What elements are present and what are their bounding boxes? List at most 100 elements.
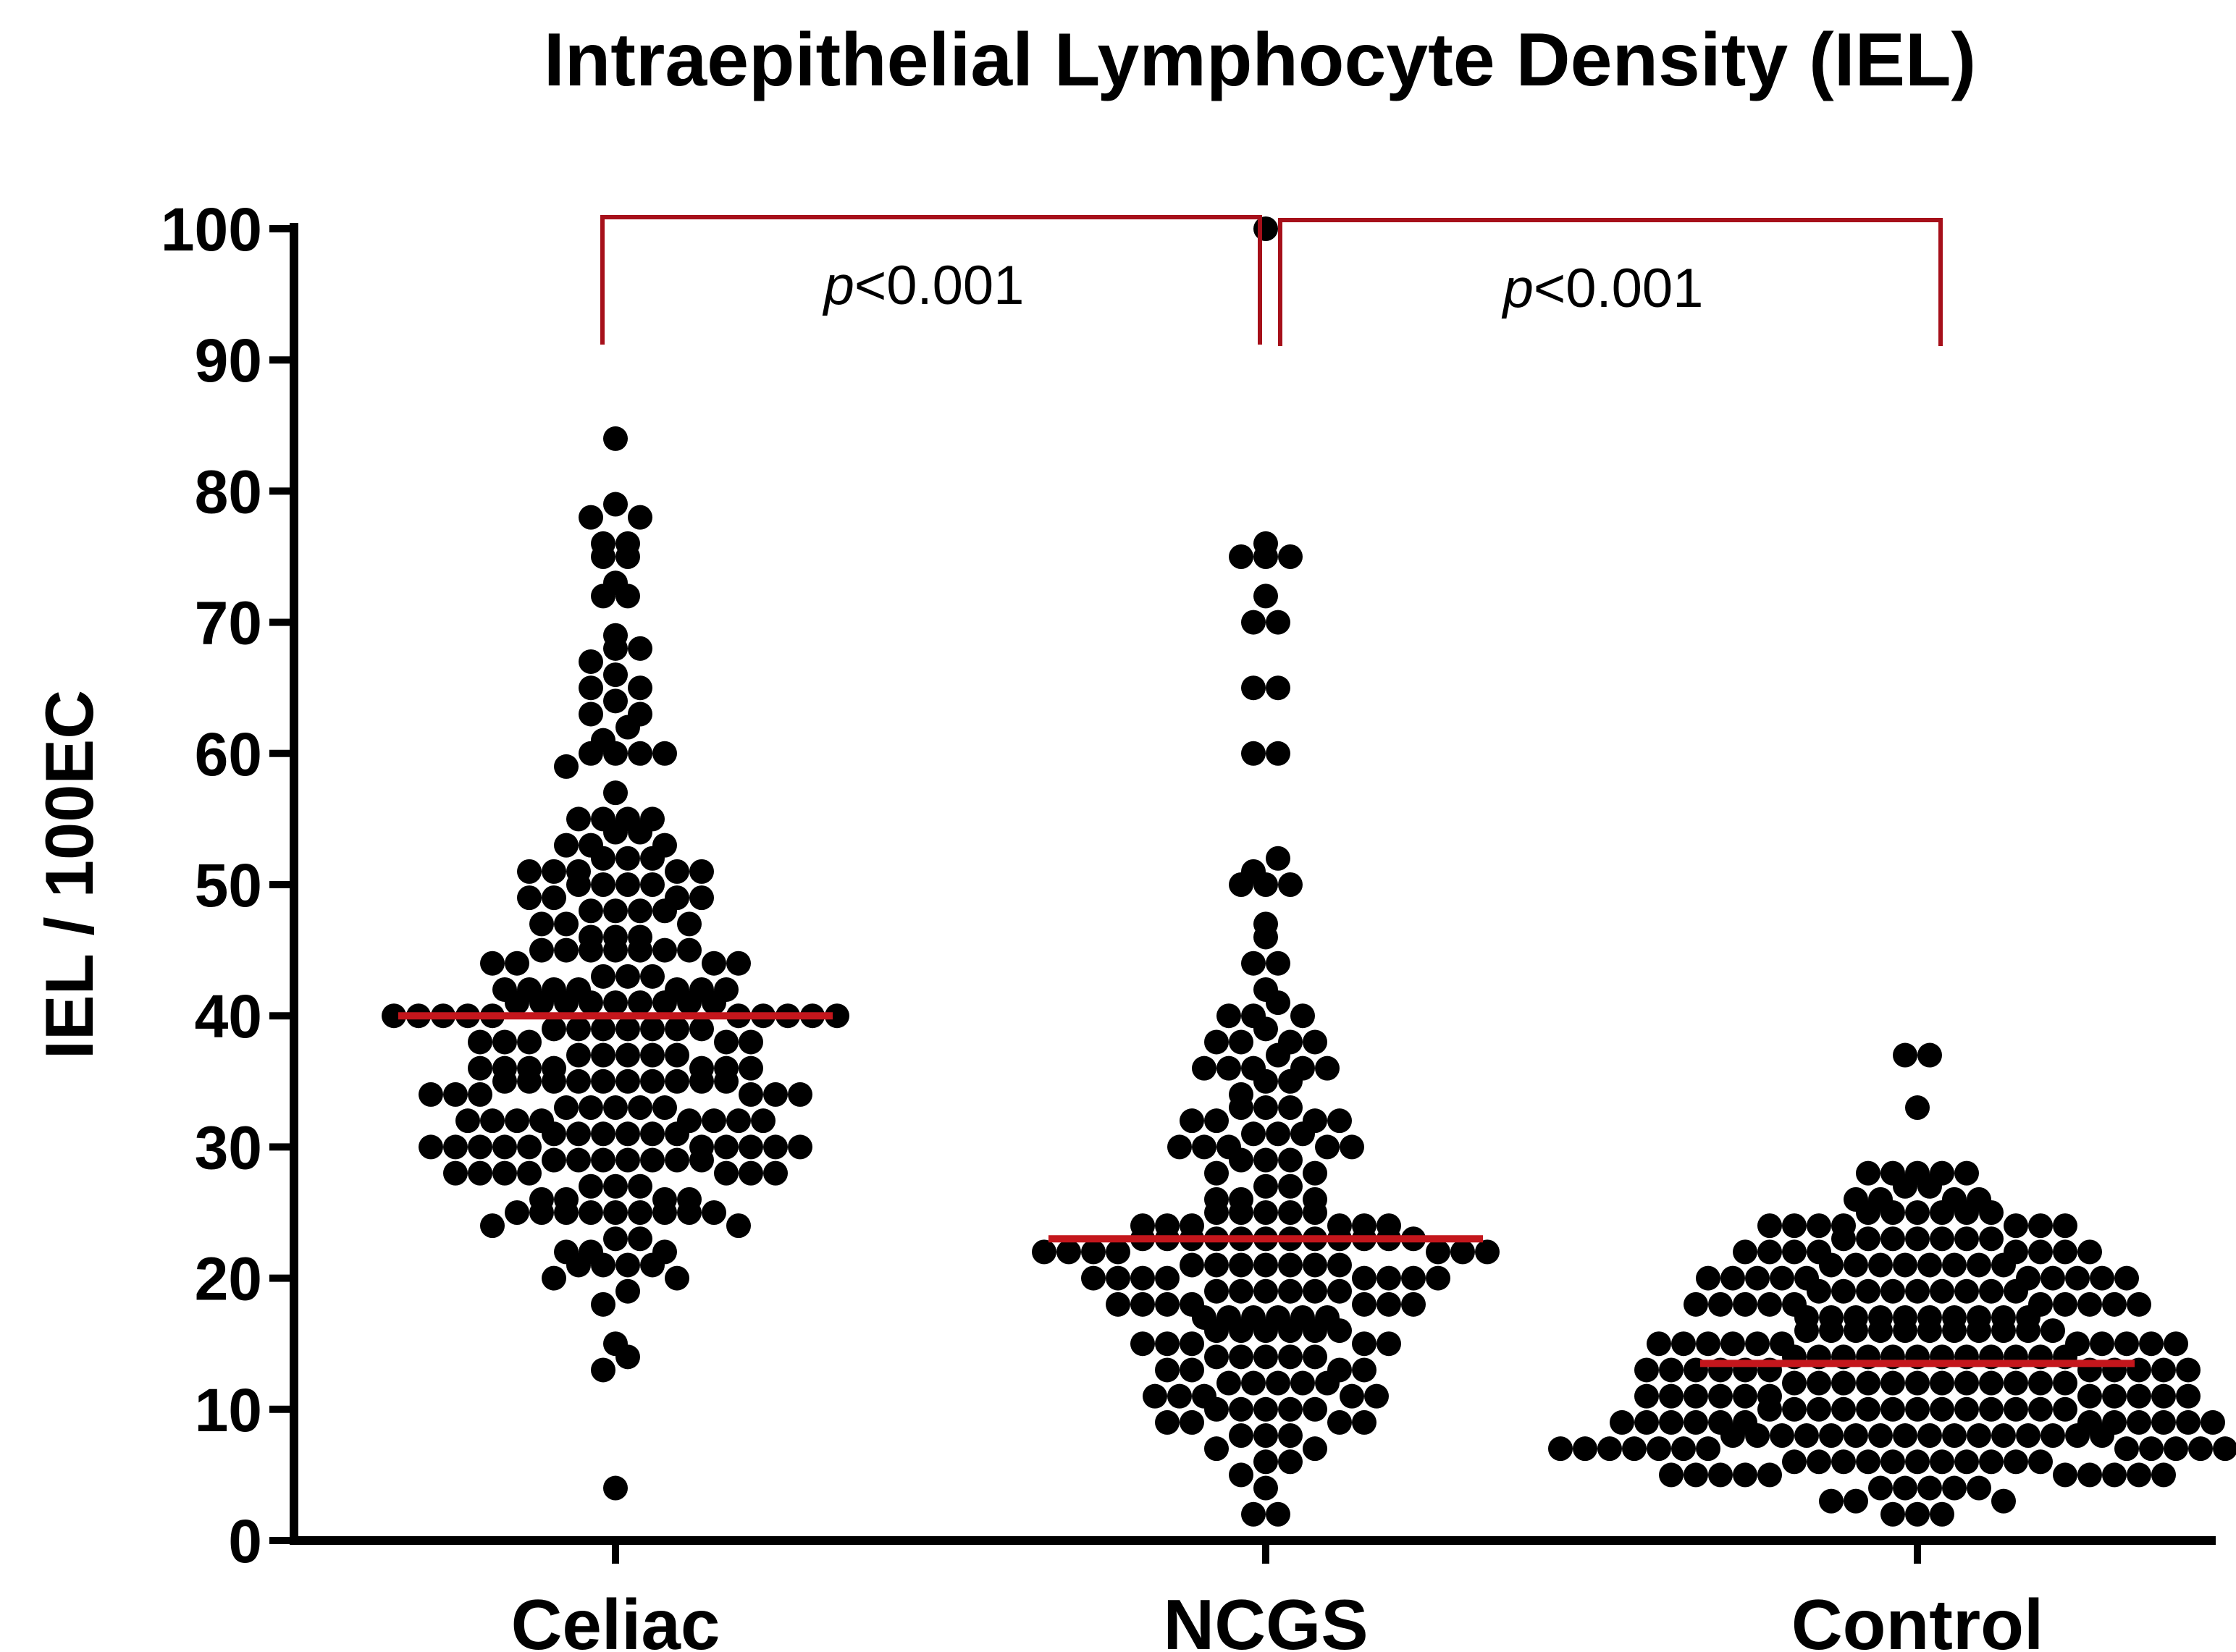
data-point-ncgs bbox=[1081, 1265, 1106, 1291]
data-point-celiac bbox=[529, 937, 554, 963]
data-point-ncgs bbox=[1155, 1265, 1180, 1291]
data-point-celiac bbox=[615, 1069, 640, 1094]
data-point-control bbox=[1917, 1252, 1942, 1278]
data-point-ncgs bbox=[1327, 1409, 1352, 1435]
data-point-celiac bbox=[505, 1200, 529, 1225]
data-point-control bbox=[2176, 1383, 2201, 1409]
data-point-celiac bbox=[492, 1134, 517, 1160]
data-point-celiac bbox=[615, 583, 640, 609]
data-point-control bbox=[2053, 1396, 2077, 1422]
data-point-celiac bbox=[665, 1042, 689, 1068]
data-point-celiac bbox=[788, 1134, 812, 1160]
data-point-ncgs bbox=[1327, 1318, 1352, 1344]
data-point-control bbox=[1782, 1449, 1807, 1475]
data-point-control bbox=[1807, 1213, 1831, 1239]
data-point-ncgs bbox=[1278, 1423, 1303, 1449]
data-point-ncgs bbox=[1278, 544, 1303, 569]
data-point-celiac bbox=[714, 1134, 739, 1160]
data-point-celiac bbox=[591, 583, 615, 609]
data-point-control bbox=[2164, 1331, 2188, 1357]
data-point-ncgs bbox=[1130, 1291, 1155, 1317]
data-point-celiac bbox=[591, 1121, 615, 1147]
data-point-celiac bbox=[689, 1147, 714, 1173]
data-point-celiac bbox=[714, 1069, 739, 1094]
data-point-celiac bbox=[628, 898, 652, 924]
data-point-celiac bbox=[640, 1252, 665, 1278]
data-point-celiac bbox=[603, 1095, 628, 1121]
data-point-ncgs bbox=[1056, 1239, 1081, 1265]
data-point-celiac bbox=[468, 1082, 492, 1107]
data-point-celiac bbox=[529, 990, 554, 1016]
data-point-celiac bbox=[517, 1160, 542, 1186]
data-point-control bbox=[1930, 1370, 1954, 1396]
data-point-celiac bbox=[788, 1082, 812, 1107]
data-point-celiac bbox=[665, 1265, 689, 1291]
data-point-celiac bbox=[566, 806, 591, 832]
data-point-celiac bbox=[652, 898, 677, 924]
y-tick-label: 50 bbox=[195, 851, 262, 919]
data-point-control bbox=[1634, 1383, 1659, 1409]
y-tick-label: 100 bbox=[161, 195, 262, 264]
data-point-celiac bbox=[492, 1029, 517, 1055]
data-point-control bbox=[1856, 1226, 1880, 1252]
data-point-control bbox=[1880, 1396, 1905, 1422]
y-tick-label: 30 bbox=[195, 1113, 262, 1181]
data-point-celiac bbox=[603, 937, 628, 963]
data-point-control bbox=[1967, 1475, 1991, 1501]
data-point-control bbox=[1831, 1449, 1856, 1475]
data-point-celiac bbox=[726, 951, 751, 976]
data-point-control bbox=[2151, 1383, 2176, 1409]
data-point-control bbox=[2053, 1291, 2077, 1317]
data-point-control bbox=[2090, 1265, 2114, 1291]
data-point-control bbox=[1856, 1278, 1880, 1304]
data-point-ncgs bbox=[1266, 1121, 1290, 1147]
data-point-celiac bbox=[603, 741, 628, 766]
data-point-celiac bbox=[628, 937, 652, 963]
data-point-ncgs bbox=[1241, 1501, 1266, 1527]
data-point-celiac bbox=[579, 1173, 603, 1199]
data-point-celiac bbox=[542, 1016, 566, 1042]
data-point-control bbox=[1770, 1265, 1794, 1291]
data-point-celiac bbox=[591, 1291, 615, 1317]
data-point-celiac bbox=[579, 1200, 603, 1225]
data-point-control bbox=[2102, 1291, 2127, 1317]
data-point-ncgs bbox=[1278, 1318, 1303, 1344]
data-point-ncgs bbox=[1253, 1475, 1278, 1501]
data-point-control bbox=[1831, 1370, 1856, 1396]
data-point-control bbox=[1807, 1278, 1831, 1304]
data-point-ncgs bbox=[1130, 1265, 1155, 1291]
data-point-ncgs bbox=[1106, 1239, 1130, 1265]
data-point-celiac bbox=[492, 1160, 517, 1186]
data-point-celiac bbox=[628, 636, 652, 661]
data-point-ncgs bbox=[1303, 1396, 1327, 1422]
data-point-control bbox=[1893, 1318, 1917, 1344]
data-point-control bbox=[1844, 1488, 1868, 1514]
data-point-ncgs bbox=[1229, 1396, 1253, 1422]
data-point-celiac bbox=[603, 1200, 628, 1225]
data-points bbox=[382, 216, 2236, 1527]
data-point-ncgs bbox=[1340, 1383, 1364, 1409]
data-point-celiac bbox=[615, 1344, 640, 1370]
data-point-celiac bbox=[603, 1173, 628, 1199]
data-point-control bbox=[1917, 1042, 1942, 1068]
significance-brackets: p<0.001 p<0.001 bbox=[600, 215, 1943, 346]
data-point-ncgs bbox=[1106, 1265, 1130, 1291]
data-point-control bbox=[1733, 1291, 1757, 1317]
data-point-ncgs bbox=[1377, 1265, 1401, 1291]
data-point-celiac bbox=[640, 846, 665, 871]
data-point-celiac bbox=[554, 1095, 579, 1121]
data-point-celiac bbox=[615, 715, 640, 740]
y-axis-label: IEL / 100EC bbox=[31, 690, 107, 1059]
data-point-control bbox=[1905, 1278, 1930, 1304]
data-point-ncgs bbox=[1180, 1331, 1204, 1357]
data-point-celiac bbox=[603, 688, 628, 714]
data-point-control bbox=[1720, 1331, 1745, 1357]
data-point-control bbox=[2053, 1370, 2077, 1396]
data-point-control bbox=[1757, 1462, 1782, 1488]
data-point-control bbox=[1942, 1475, 1967, 1501]
p-value-symbol: p bbox=[1502, 258, 1534, 319]
data-point-celiac bbox=[726, 1108, 751, 1134]
data-point-celiac bbox=[480, 1213, 505, 1239]
data-point-control bbox=[2139, 1436, 2164, 1462]
data-point-control bbox=[2164, 1436, 2188, 1462]
